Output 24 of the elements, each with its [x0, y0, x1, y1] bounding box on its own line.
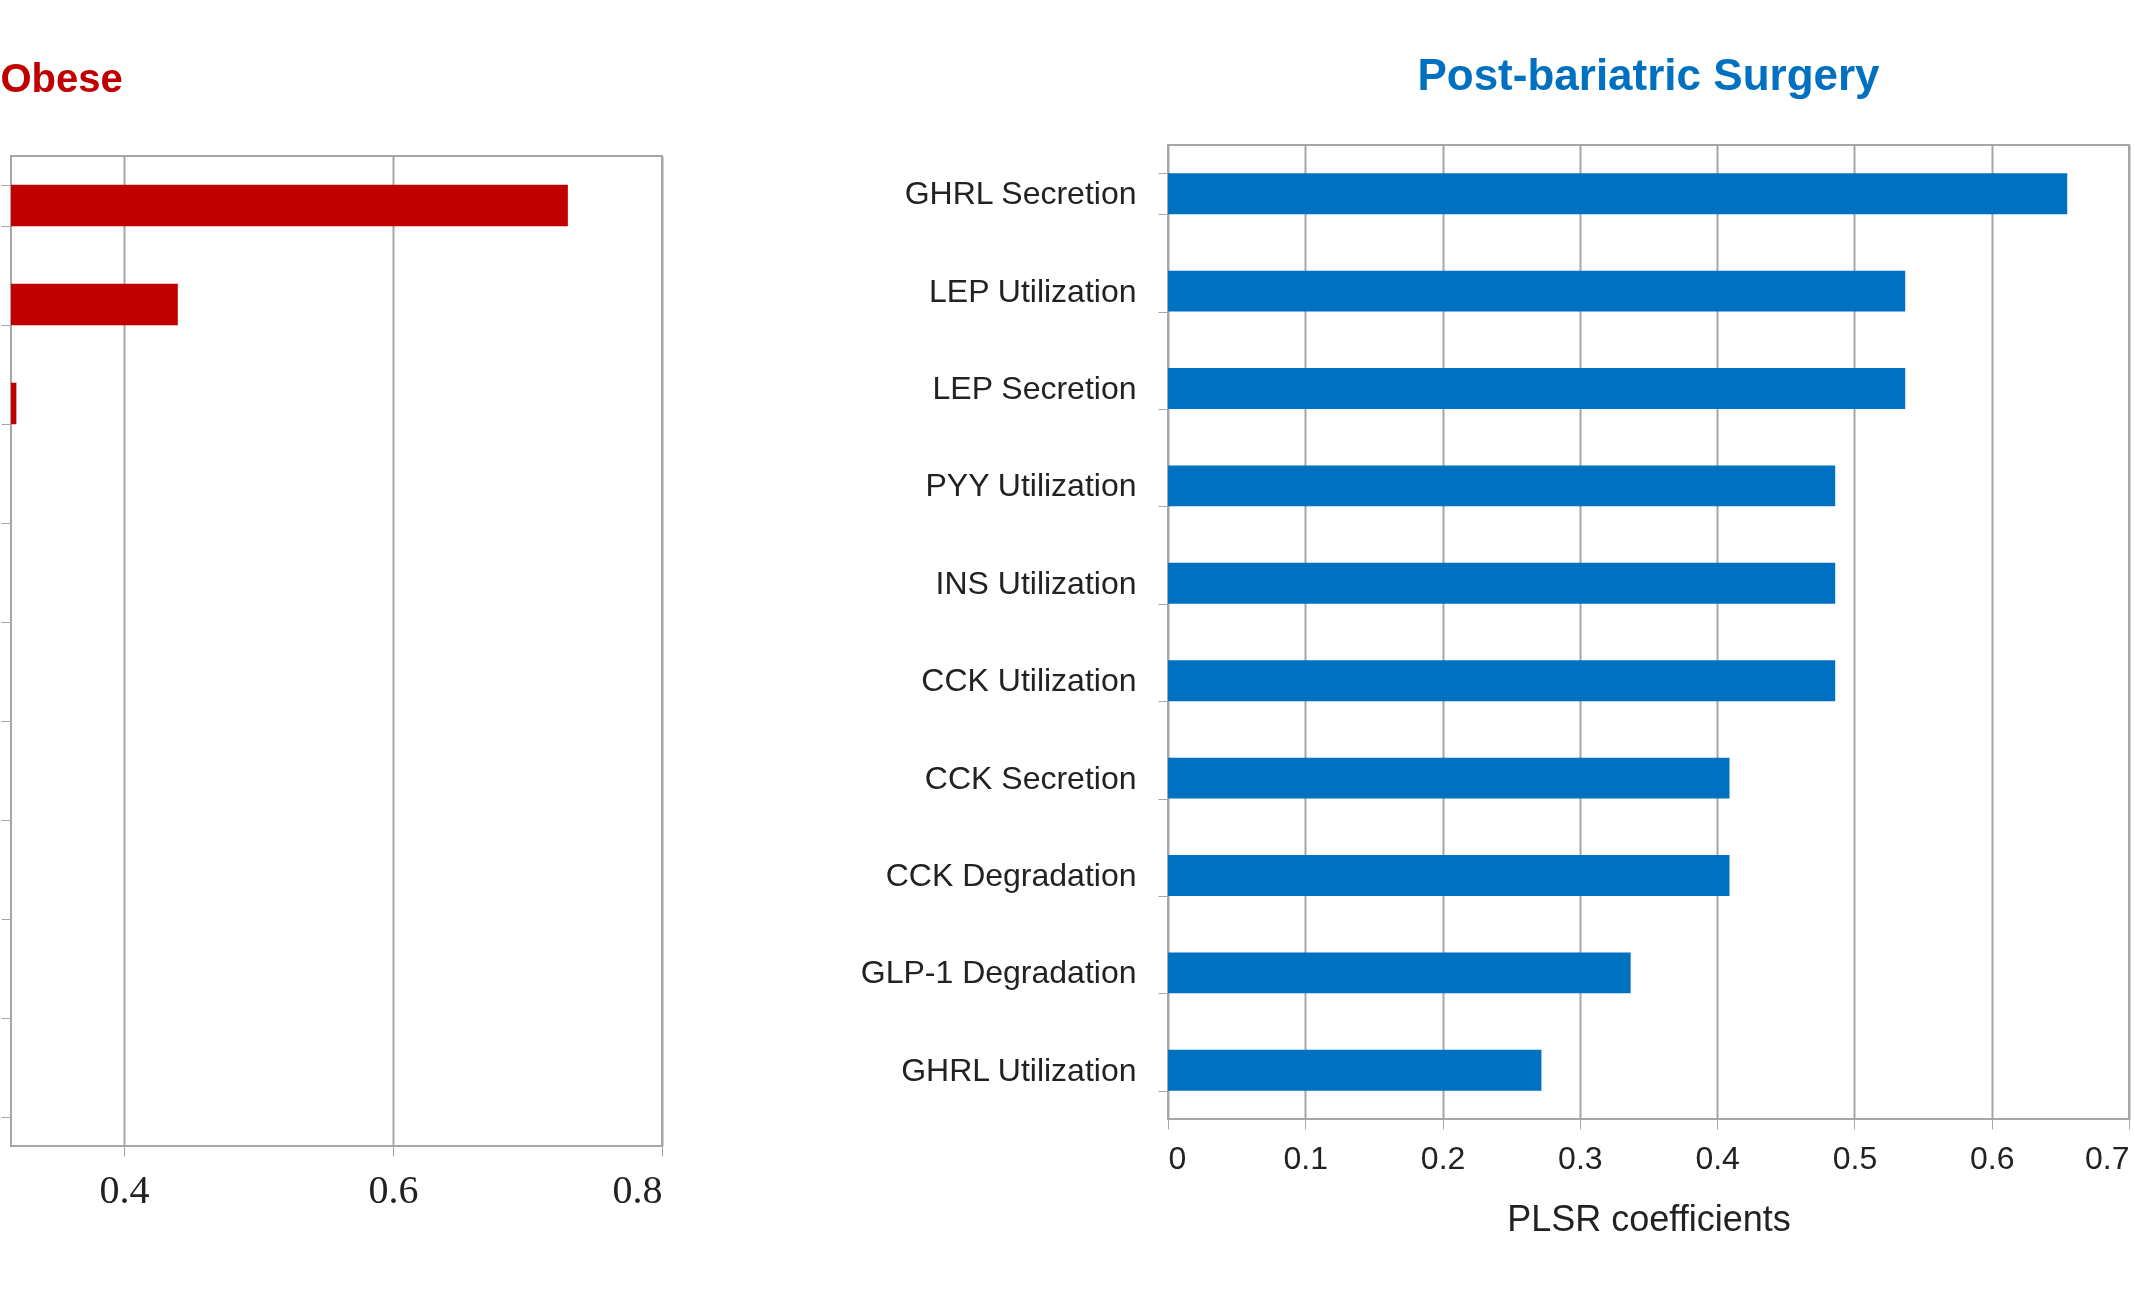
chart-title: Obese: [0, 56, 123, 100]
y-tick-label: CCK Utilization: [921, 662, 1137, 699]
y-tick-label: GLP-1 Degradation: [860, 954, 1137, 991]
x-tick-label: 0: [1168, 1139, 1187, 1176]
chart-title: Post-bariatric Surgery: [1417, 50, 1881, 99]
x-tick-label: 0.1: [1283, 1139, 1329, 1176]
x-tick-label: 0.4: [1695, 1139, 1740, 1176]
y-tick-label: GHRL Utilization: [901, 1051, 1137, 1088]
x-tick-label: 0.7: [2085, 1139, 2130, 1176]
y-tick-label: GHRL Secretion: [904, 175, 1137, 212]
x-tick-label: 0.3: [1558, 1139, 1603, 1176]
y-tick-label: LEP Utilization: [928, 272, 1137, 309]
x-tick-label: 0.8: [612, 1166, 663, 1212]
x-tick-label: 0.6: [1969, 1139, 2015, 1176]
y-tick-label: CCK Degradation: [885, 857, 1137, 893]
y-tick-label: INS Utilization: [935, 564, 1137, 601]
x-tick-label: 0.4: [99, 1166, 150, 1212]
y-tick-label: PYY Utilization: [925, 467, 1137, 504]
x-tick-label: 0.2: [1420, 1139, 1466, 1176]
y-tick-label: CCK Secretion: [924, 759, 1137, 796]
x-tick-label: 0.5: [1832, 1139, 1878, 1176]
x-tick-label: 0.6: [368, 1166, 419, 1212]
y-tick-label: LEP Secretion: [932, 370, 1137, 406]
x-axis-title: PLSR coefficients: [1507, 1197, 1791, 1239]
